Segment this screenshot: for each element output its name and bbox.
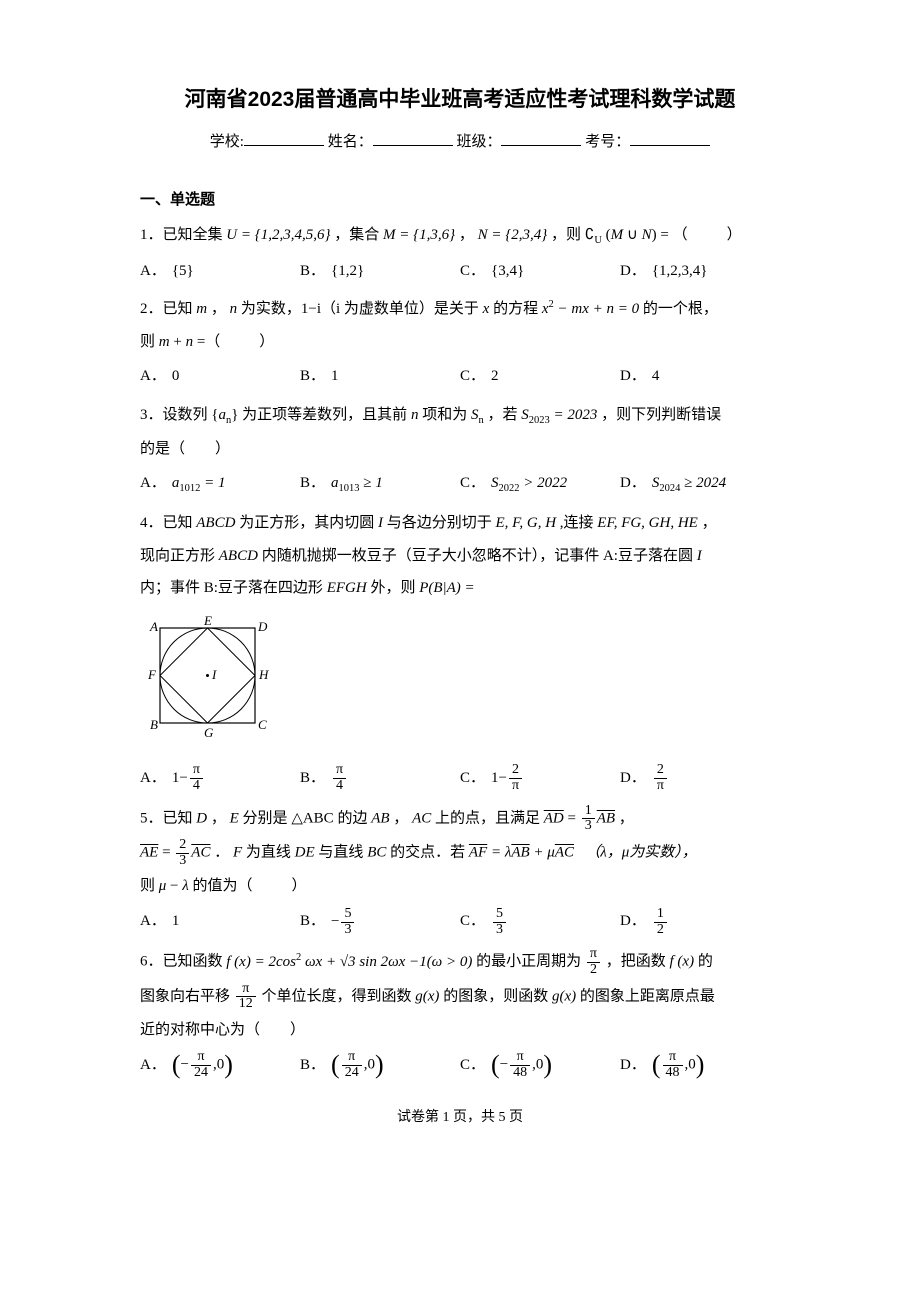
q1-opt-b: B．{1,2}: [300, 257, 460, 286]
q4-line3: 内；事件 B:豆子落在四边形 EFGH 外，则 P(B|A) =: [140, 574, 780, 603]
q6-fx: f (x) = 2cos2 ωx + √3 sin 2ωx −1(ω > 0): [226, 954, 472, 970]
school-blank: [244, 131, 324, 146]
q4-opt-d: D．2π: [620, 763, 780, 793]
question-1: 1．已知全集 U = {1,2,3,4,5,6} ，集合 M = {1,3,6}…: [140, 221, 780, 251]
q3-cond: S2023 = 2023: [521, 407, 597, 423]
q3-opt-d: D．S2024 ≥ 2024: [620, 469, 780, 499]
svg-text:C: C: [258, 717, 267, 732]
q2-m: m: [196, 301, 207, 317]
q2-opt-d: D．4: [620, 362, 780, 391]
q3-n: n: [411, 407, 419, 423]
q5-line2: AE = 23AC ． F 为直线 DE 与直线 BC 的交点．若 AF = λ…: [140, 838, 780, 868]
q2-stem-a: 2．已知: [140, 301, 193, 317]
q5-opt-c: C．53: [460, 907, 620, 937]
q3-opt-b: B．a1013 ≥ 1: [300, 469, 460, 499]
q1-options: A．{5} B．{1,2} C．{3,4} D．{1,2,3,4}: [140, 257, 780, 286]
q4-diagram: A D B C E H G F I: [140, 613, 780, 754]
q3-stem-d: ，若: [487, 407, 517, 423]
q2-opt-a: A．0: [140, 362, 300, 391]
q3-line2: 的是（ ）: [140, 435, 780, 464]
q1-set-n: N = {2,3,4}: [478, 227, 548, 243]
svg-text:F: F: [147, 667, 157, 682]
q4-line2: 现向正方形 ABCD 内随机抛掷一枚豆子（豆子大小忽略不计），记事件 A:豆子落…: [140, 542, 780, 571]
q6-line3: 近的对称中心为（ ）: [140, 1016, 780, 1045]
svg-text:E: E: [203, 613, 212, 628]
question-2: 2．已知 m ， n 为实数，1−i（i 为虚数单位）是关于 x 的方程 x2 …: [140, 295, 780, 324]
q6-line2: 图象向右平移 π12 个单位长度，得到函数 g(x) 的图象，则函数 g(x) …: [140, 982, 780, 1012]
q2-line2-text: 则 m + n =（ ）: [140, 334, 277, 350]
q3-stem-c: 项和为: [422, 407, 467, 423]
question-4: 4．已知 ABCD 为正方形，其内切圆 I 与各边分别切于 E, F, G, H…: [140, 509, 780, 538]
q1-stem-c: ，: [459, 227, 474, 243]
q5-options: A．1 B．−53 C．53 D．12: [140, 907, 780, 937]
q3-stem-e: ，则下列判断错误: [601, 407, 721, 423]
page-title: 河南省2023届普通高中毕业班高考适应性考试理科数学试题: [140, 80, 780, 120]
q1-set-m: M = {1,3,6}: [383, 227, 455, 243]
q2-options: A．0 B．1 C．2 D．4: [140, 362, 780, 391]
class-blank: [501, 131, 581, 146]
q2-stem-e: 的一个根，: [643, 301, 718, 317]
q6-options: A．(−π24,0) B．(π24,0) C．(−π48,0) D．(π48,0…: [140, 1050, 780, 1080]
q2-stem-c: 为实数，1−i（i 为虚数单位）是关于: [241, 301, 479, 317]
q1-expr: ∁U (M ∪ N) =: [585, 227, 669, 243]
question-3: 3．设数列 {an} 为正项等差数列，且其前 n 项和为 Sn ，若 S2023…: [140, 401, 780, 431]
q2-line2: 则 m + n =（ ）: [140, 328, 780, 357]
q1-opt-a: A．{5}: [140, 257, 300, 286]
section-1-heading: 一、单选题: [140, 186, 780, 215]
svg-text:D: D: [257, 619, 268, 634]
q2-opt-b: B．1: [300, 362, 460, 391]
q2-x: x: [483, 301, 490, 317]
q4-diagram-svg: A D B C E H G F I: [140, 613, 270, 743]
q3-options: A．a1012 = 1 B．a1013 ≥ 1 C．S2022 > 2022 D…: [140, 469, 780, 499]
q3-opt-c: C．S2022 > 2022: [460, 469, 620, 499]
q5-line3: 则 μ − λ 的值为（ ）: [140, 872, 780, 901]
q2-eq: x2 − mx + n = 0: [542, 301, 639, 317]
q6-opt-c: C．(−π48,0): [460, 1050, 620, 1080]
q1-opt-d: D．{1,2,3,4}: [620, 257, 780, 286]
svg-text:I: I: [211, 667, 217, 682]
svg-text:B: B: [150, 717, 158, 732]
q4-options: A．1−π4 B．π4 C．1−2π D．2π: [140, 763, 780, 793]
name-label: 姓名：: [328, 134, 373, 150]
school-label: 学校:: [210, 134, 244, 150]
svg-text:G: G: [204, 725, 214, 740]
q5-opt-a: A．1: [140, 907, 300, 937]
page-footer: 试卷第 1 页，共 5 页: [140, 1105, 780, 1132]
q6-opt-b: B．(π24,0): [300, 1050, 460, 1080]
q4-opt-c: C．1−2π: [460, 763, 620, 793]
q2-n: n: [230, 301, 238, 317]
class-label: 班级：: [456, 134, 501, 150]
student-info-line: 学校: 姓名： 班级： 考号：: [140, 128, 780, 157]
q3-seq: {an}: [211, 407, 238, 423]
q4-opt-b: B．π4: [300, 763, 460, 793]
question-6: 6．已知函数 f (x) = 2cos2 ωx + √3 sin 2ωx −1(…: [140, 947, 780, 977]
q6-opt-a: A．(−π24,0): [140, 1050, 300, 1080]
q1-stem-b: ，集合: [334, 227, 379, 243]
examno-label: 考号：: [585, 134, 630, 150]
q3-sn: Sn: [471, 407, 484, 423]
svg-text:H: H: [258, 667, 269, 682]
q1-tail: （ ）: [673, 227, 745, 243]
q5-opt-b: B．−53: [300, 907, 460, 937]
q4-opt-a: A．1−π4: [140, 763, 300, 793]
q2-sep: ，: [211, 301, 226, 317]
question-5: 5．已知 D ， E 分别是 △ABC 的边 AB ， AC 上的点，且满足 A…: [140, 804, 780, 834]
q1-stem-d: ，则: [551, 227, 581, 243]
svg-text:A: A: [149, 619, 158, 634]
q3-stem-b: 为正项等差数列，且其前: [242, 407, 407, 423]
q1-set-u: U = {1,2,3,4,5,6}: [226, 227, 330, 243]
q2-stem-d: 的方程: [493, 301, 538, 317]
q3-stem-a: 3．设数列: [140, 407, 208, 423]
examno-blank: [630, 131, 710, 146]
q2-opt-c: C．2: [460, 362, 620, 391]
q6-opt-d: D．(π48,0): [620, 1050, 780, 1080]
q1-opt-c: C．{3,4}: [460, 257, 620, 286]
name-blank: [373, 131, 453, 146]
q3-opt-a: A．a1012 = 1: [140, 469, 300, 499]
q1-stem-a: 1．已知全集: [140, 227, 223, 243]
q5-opt-d: D．12: [620, 907, 780, 937]
